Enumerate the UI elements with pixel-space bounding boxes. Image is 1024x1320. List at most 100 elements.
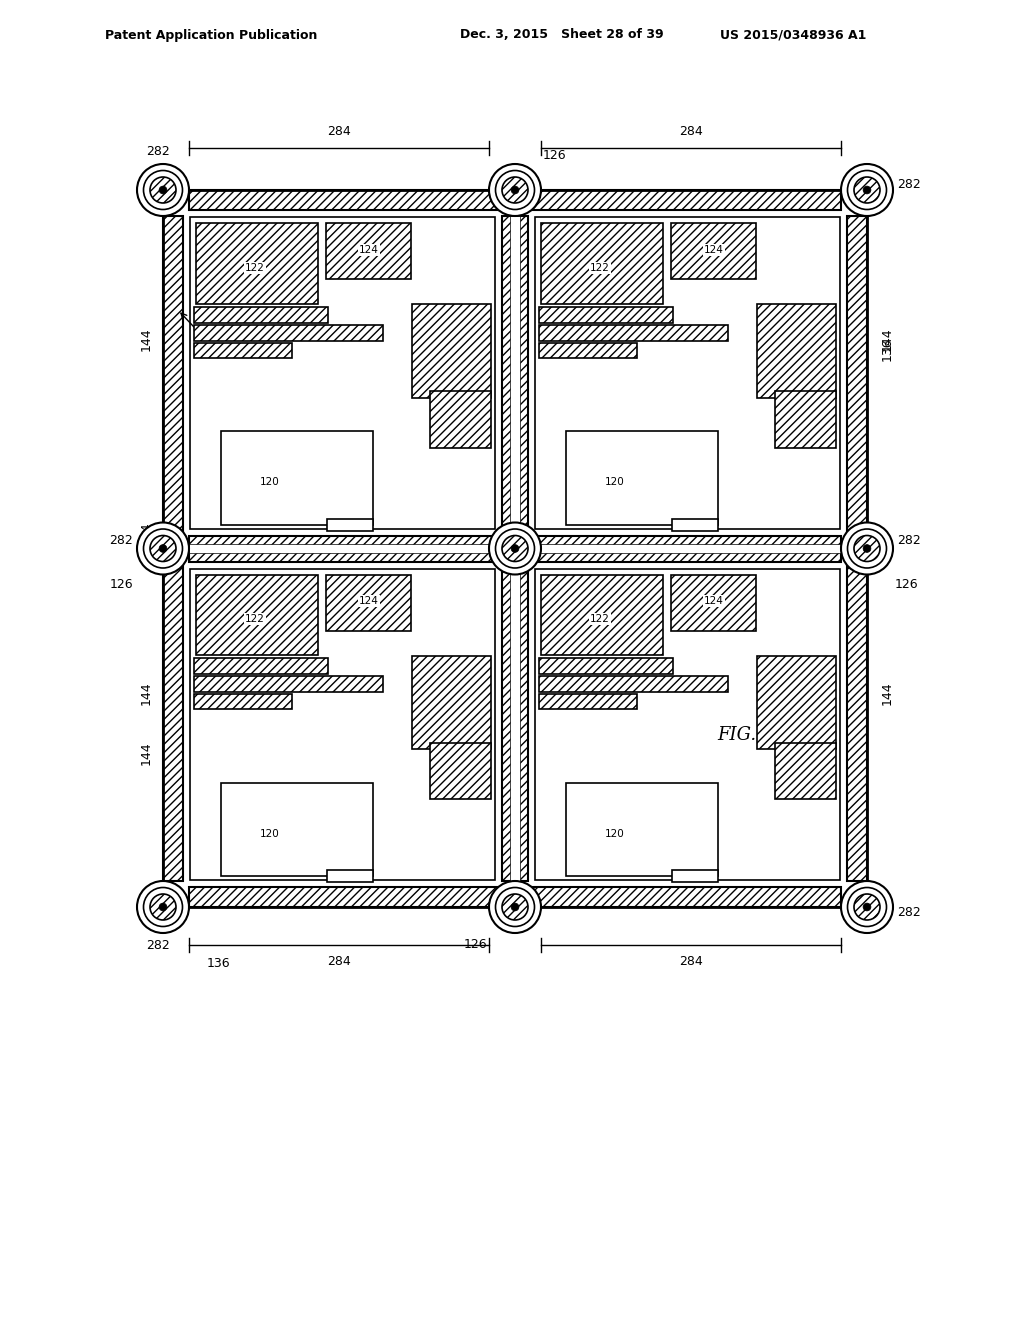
Circle shape <box>863 903 870 911</box>
Circle shape <box>502 177 528 203</box>
Bar <box>565 783 718 876</box>
Circle shape <box>848 887 887 927</box>
Circle shape <box>150 177 176 203</box>
Circle shape <box>511 545 519 552</box>
Bar <box>775 743 836 799</box>
Text: 126: 126 <box>464 939 487 950</box>
Circle shape <box>143 529 182 568</box>
Text: 122: 122 <box>590 263 609 272</box>
Bar <box>190 216 495 528</box>
Bar <box>565 432 718 524</box>
Circle shape <box>854 177 880 203</box>
Bar <box>194 694 292 709</box>
Bar <box>189 190 841 210</box>
Text: 136: 136 <box>881 338 894 362</box>
Text: FIG. 12f: FIG. 12f <box>718 726 793 744</box>
Bar <box>539 308 673 323</box>
Text: 124: 124 <box>358 597 379 606</box>
Circle shape <box>159 186 167 194</box>
Bar <box>220 432 373 524</box>
Bar <box>671 574 757 631</box>
Bar <box>189 544 841 553</box>
Circle shape <box>841 523 893 574</box>
Bar <box>194 659 329 675</box>
Text: Dec. 3, 2015   Sheet 28 of 39: Dec. 3, 2015 Sheet 28 of 39 <box>460 29 664 41</box>
Text: US 2015/0348936 A1: US 2015/0348936 A1 <box>720 29 866 41</box>
Text: 144: 144 <box>140 741 153 764</box>
Circle shape <box>137 164 189 216</box>
Circle shape <box>863 545 870 552</box>
Bar <box>672 519 718 531</box>
Circle shape <box>854 536 880 561</box>
Text: Patent Application Publication: Patent Application Publication <box>105 29 317 41</box>
Text: 126: 126 <box>895 578 919 591</box>
Circle shape <box>841 880 893 933</box>
Text: 144: 144 <box>881 681 894 705</box>
Bar <box>194 343 292 358</box>
Circle shape <box>137 523 189 574</box>
Bar <box>672 870 718 882</box>
Bar <box>430 392 490 447</box>
Bar <box>326 223 412 279</box>
Bar <box>194 325 383 341</box>
Bar <box>541 574 663 656</box>
Bar <box>539 325 728 341</box>
Text: 136: 136 <box>206 957 229 970</box>
Text: 282: 282 <box>897 906 921 919</box>
Circle shape <box>159 903 167 911</box>
Bar <box>539 343 637 358</box>
Text: 124: 124 <box>703 246 724 255</box>
Bar <box>326 574 412 631</box>
Circle shape <box>143 170 182 210</box>
Bar <box>412 656 490 750</box>
Bar <box>196 223 318 304</box>
Circle shape <box>150 894 176 920</box>
Circle shape <box>496 529 535 568</box>
Text: 284: 284 <box>679 954 702 968</box>
Text: 122: 122 <box>245 263 264 272</box>
Circle shape <box>489 523 541 574</box>
Text: 282: 282 <box>146 145 170 158</box>
Text: 282: 282 <box>897 535 921 546</box>
Bar <box>190 569 495 880</box>
Bar <box>671 223 757 279</box>
Text: 144: 144 <box>140 521 153 545</box>
Bar <box>163 216 183 880</box>
Bar <box>539 676 728 693</box>
Text: 282: 282 <box>897 178 921 191</box>
Bar <box>510 216 519 880</box>
Text: 284: 284 <box>679 125 702 139</box>
Bar <box>502 216 528 880</box>
Bar <box>196 574 318 656</box>
Bar <box>328 870 373 882</box>
Text: 282: 282 <box>146 939 170 952</box>
Circle shape <box>854 894 880 920</box>
Text: 120: 120 <box>259 478 280 487</box>
Bar <box>189 536 841 561</box>
Bar <box>757 304 836 397</box>
Text: 284: 284 <box>327 125 351 139</box>
Circle shape <box>496 887 535 927</box>
Bar <box>847 216 867 880</box>
Bar <box>541 223 663 304</box>
Text: 120: 120 <box>604 478 625 487</box>
Text: 120: 120 <box>259 829 280 840</box>
Bar <box>328 519 373 531</box>
Circle shape <box>511 903 519 911</box>
Circle shape <box>502 894 528 920</box>
Circle shape <box>496 170 535 210</box>
Text: 144: 144 <box>881 327 894 351</box>
Bar <box>757 656 836 750</box>
Bar <box>194 308 329 323</box>
Circle shape <box>137 880 189 933</box>
Circle shape <box>502 536 528 561</box>
Circle shape <box>863 186 870 194</box>
Circle shape <box>848 170 887 210</box>
Text: 284: 284 <box>327 954 351 968</box>
Bar <box>539 694 637 709</box>
Circle shape <box>489 164 541 216</box>
Circle shape <box>841 164 893 216</box>
Bar <box>189 887 841 907</box>
Bar <box>430 743 490 799</box>
Text: 144: 144 <box>140 327 153 351</box>
